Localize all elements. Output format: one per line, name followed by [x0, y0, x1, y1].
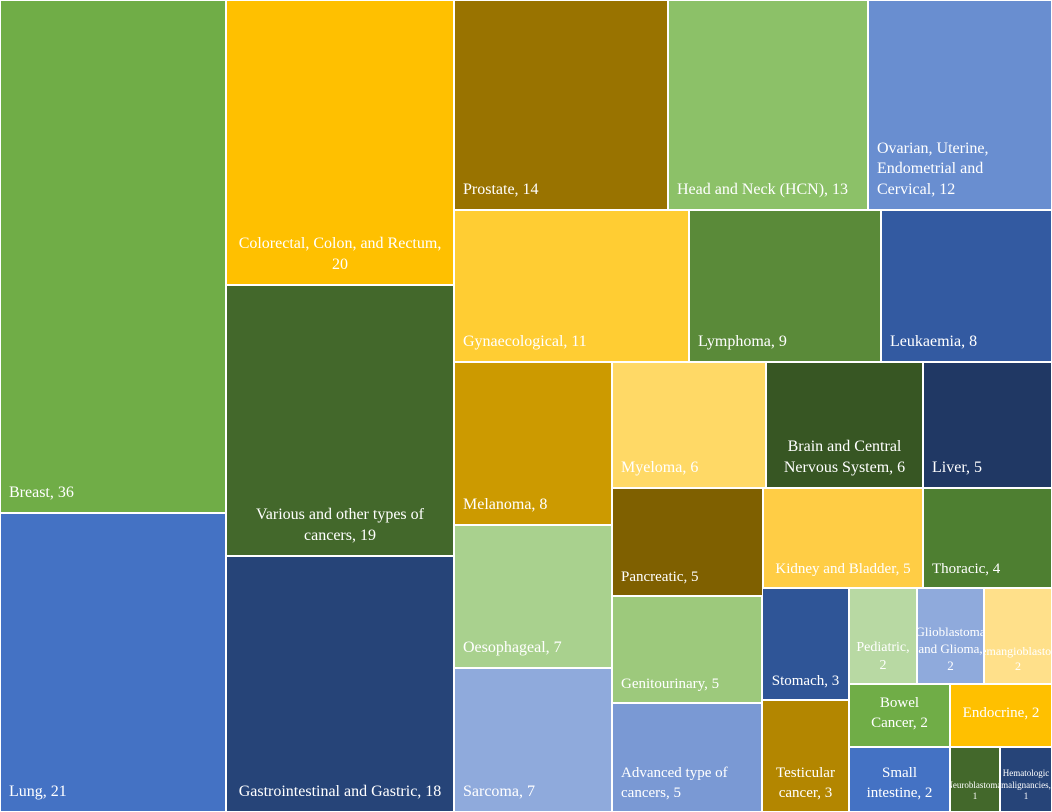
treemap-tile-haemangioblastoma: Haemangioblastoma, 2 — [984, 588, 1052, 684]
treemap-label: Haemangioblastoma, 2 — [985, 643, 1052, 674]
treemap-label: Small intestine, 2 — [866, 765, 933, 801]
treemap-label: Hematologic malignancies, 1 — [1001, 767, 1051, 802]
treemap-tile-small-intestine: Small intestine, 2 — [849, 747, 950, 812]
treemap-label: Genitourinary, 5 — [621, 675, 720, 692]
treemap-tile-pancreatic: Pancreatic, 5 — [612, 488, 763, 596]
treemap-label: Gastrointestinal and Gastric, 18 — [238, 783, 442, 801]
treemap-tile-endocrine: Endocrine, 2 — [950, 684, 1052, 747]
treemap-tile-ovarian-uterine-endometrial-and-cervical: Ovarian, Uterine, Endometrial and Cervic… — [868, 0, 1052, 210]
treemap-tile-neuroblastoma: Neuroblastoma, 1 — [950, 747, 1000, 812]
treemap-tile-lung: Lung, 21 — [0, 513, 226, 812]
treemap-tile-kidney-and-bladder: Kidney and Bladder, 5 — [763, 488, 923, 588]
treemap-label: Stomach, 3 — [771, 672, 840, 689]
treemap-tile-sarcoma: Sarcoma, 7 — [454, 668, 612, 812]
treemap-tile-breast: Breast, 36 — [0, 0, 226, 513]
treemap-tile-head-and-neck-hcn: Head and Neck (HCN), 13 — [668, 0, 868, 210]
treemap-label: Brain and Central Nervous System, 6 — [783, 438, 906, 477]
treemap-tile-gastrointestinal-and-gastric: Gastrointestinal and Gastric, 18 — [226, 556, 454, 812]
treemap-tile-liver: Liver, 5 — [923, 362, 1052, 488]
treemap-label: Breast, 36 — [9, 484, 74, 502]
treemap-label: Prostate, 14 — [463, 181, 539, 199]
treemap-label: Kidney and Bladder, 5 — [775, 560, 911, 577]
treemap-label: Liver, 5 — [932, 459, 983, 477]
treemap-tile-hematologic-malignancies: Hematologic malignancies, 1 — [1000, 747, 1052, 812]
treemap-tile-pediatric: Pediatric, 2 — [849, 588, 917, 684]
treemap-label: Lymphoma, 9 — [698, 333, 787, 351]
treemap-label: Bowel Cancer, 2 — [871, 695, 928, 731]
treemap-tile-stomach: Stomach, 3 — [762, 588, 849, 700]
treemap-label: Endocrine, 2 — [962, 704, 1040, 721]
treemap-tile-thoracic: Thoracic, 4 — [923, 488, 1052, 588]
treemap-label: Lung, 21 — [9, 783, 67, 801]
treemap-tile-glioblastoma-and-glioma: Glioblastoma and Glioma, 2 — [917, 588, 984, 684]
treemap-tile-gynaecological: Gynaecological, 11 — [454, 210, 689, 362]
treemap-tile-oesophageal: Oesophageal, 7 — [454, 525, 612, 668]
treemap-label: Pediatric, 2 — [856, 639, 910, 673]
treemap-tile-various-and-other-types-of-cancers: Various and other types of cancers, 19 — [226, 285, 454, 556]
treemap-label: Melanoma, 8 — [463, 496, 548, 514]
treemap-label: Colorectal, Colon, and Rectum, 20 — [238, 235, 442, 274]
treemap-label: Sarcoma, 7 — [463, 783, 535, 801]
treemap-label: Oesophageal, 7 — [463, 639, 562, 657]
treemap-label: Head and Neck (HCN), 13 — [677, 181, 849, 199]
treemap-label: Various and other types of cancers, 19 — [256, 506, 424, 545]
treemap-label: Gynaecological, 11 — [463, 333, 587, 351]
treemap-label: Testicular cancer, 3 — [776, 765, 835, 801]
treemap-label: Neuroblastoma, 1 — [951, 779, 999, 802]
treemap-label: Leukaemia, 8 — [890, 333, 978, 351]
treemap-tile-testicular-cancer: Testicular cancer, 3 — [762, 700, 849, 812]
treemap-label: Ovarian, Uterine, Endometrial and Cervic… — [877, 139, 989, 199]
treemap-tile-genitourinary: Genitourinary, 5 — [612, 596, 762, 703]
treemap-tile-leukaemia: Leukaemia, 8 — [881, 210, 1052, 362]
treemap-label: Glioblastoma and Glioma, 2 — [917, 624, 984, 674]
treemap-label: Myeloma, 6 — [621, 459, 699, 477]
treemap-tile-melanoma: Melanoma, 8 — [454, 362, 612, 525]
treemap-tile-colorectal-colon-and-rectum: Colorectal, Colon, and Rectum, 20 — [226, 0, 454, 285]
treemap-label: Pancreatic, 5 — [621, 568, 699, 585]
treemap-tile-brain-and-central-nervous-system: Brain and Central Nervous System, 6 — [766, 362, 923, 488]
treemap-tile-prostate: Prostate, 14 — [454, 0, 668, 210]
treemap-label: Thoracic, 4 — [932, 560, 1001, 577]
treemap-tile-bowel-cancer: Bowel Cancer, 2 — [849, 684, 950, 747]
treemap-tile-myeloma: Myeloma, 6 — [612, 362, 766, 488]
treemap-tile-advanced-type-of-cancers: Advanced type of cancers, 5 — [612, 703, 762, 812]
treemap-label: Advanced type of cancers, 5 — [621, 765, 728, 801]
treemap-tile-lymphoma: Lymphoma, 9 — [689, 210, 881, 362]
